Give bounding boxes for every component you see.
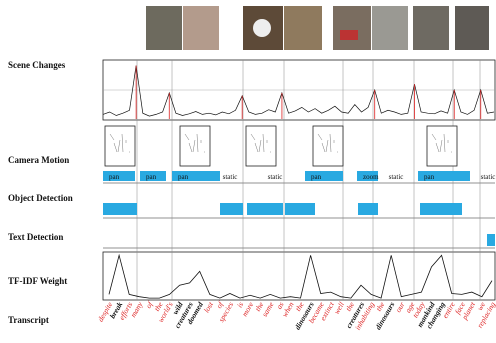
thumbnail <box>455 6 489 50</box>
motion-label: static <box>389 173 404 181</box>
motion-label: static <box>268 173 283 181</box>
panel-frame <box>103 252 495 300</box>
motion-sketch <box>246 126 276 166</box>
thumbnail <box>333 6 371 50</box>
transcript-word: many <box>129 300 145 319</box>
row-label: Transcript <box>8 315 49 325</box>
row-label: Object Detection <box>8 193 73 203</box>
thumbnail <box>372 6 408 50</box>
row-label: TF-IDF Weight <box>8 276 67 286</box>
thumbnails <box>146 6 489 50</box>
transcript-word: lost <box>202 300 216 315</box>
thumbnail-detail <box>340 30 358 40</box>
motion-sketch <box>313 126 343 166</box>
text-detection <box>487 234 495 246</box>
motion-label: static <box>481 173 496 181</box>
row-label: Scene Changes <box>8 60 66 70</box>
thumbnail-detail <box>253 19 271 37</box>
figure: Scene Changes Camera Motion Object Detec… <box>0 0 496 343</box>
motion-label: static <box>223 173 238 181</box>
motion-label: pan <box>146 173 157 181</box>
object-detection <box>103 203 137 215</box>
thumbnail <box>146 6 182 50</box>
motion-label: pan <box>424 173 435 181</box>
thumbnail <box>284 6 322 50</box>
motion-label: pan <box>311 173 322 181</box>
transcript-word: same <box>260 300 276 318</box>
object-detection <box>420 203 462 215</box>
object-detection <box>220 203 243 215</box>
object-detection <box>285 203 315 215</box>
thumbnail <box>413 6 449 50</box>
object-detection <box>247 203 283 215</box>
motion-label: zoom <box>363 173 379 181</box>
page: {"labels": {"scene_changes": "Scene Chan… <box>0 0 496 343</box>
tfidf-curve <box>109 255 492 298</box>
motion-label: pan <box>109 173 120 181</box>
row-label: Camera Motion <box>8 155 69 165</box>
scene-change-curve <box>103 66 494 117</box>
motion-sketch <box>105 126 135 166</box>
motion-label: pan <box>178 173 189 181</box>
motion-sketch <box>180 126 210 166</box>
thumbnail <box>183 6 219 50</box>
motion-sketch <box>427 126 457 166</box>
row-label: Text Detection <box>8 232 63 242</box>
object-detection <box>358 203 378 215</box>
